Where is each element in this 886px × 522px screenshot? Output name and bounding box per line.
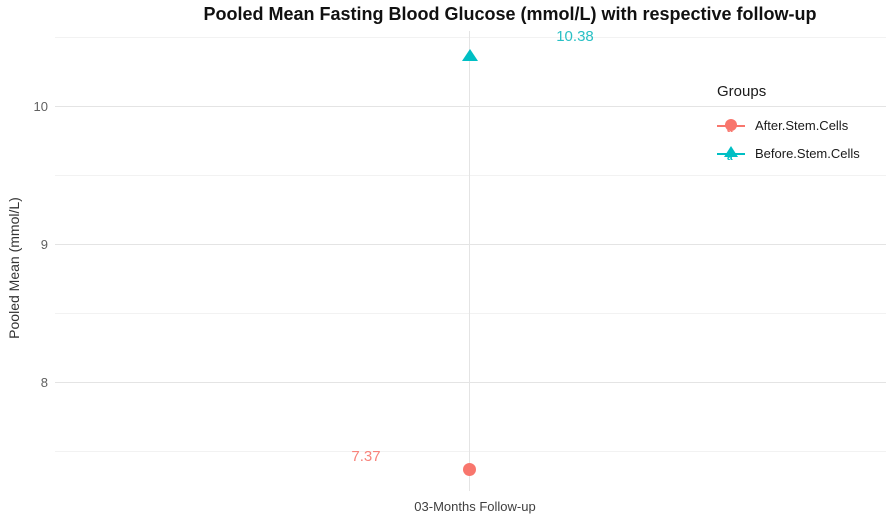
data-label-after-stem-cells: 7.37 <box>351 448 381 465</box>
gridline-major-h-10 <box>55 106 886 107</box>
data-point-before-stem-cells <box>462 49 478 61</box>
gridline-major-h-9 <box>55 244 886 245</box>
gridline-minor-h-9-5 <box>55 175 886 176</box>
gridline-major-v-category <box>469 31 470 491</box>
legend-item-label: Before.Stem.Cells <box>755 146 860 161</box>
legend-item-label: After.Stem.Cells <box>755 118 849 133</box>
gridline-major-h-8 <box>55 382 886 383</box>
gridline-minor-h-7-5 <box>55 451 886 452</box>
data-label-before-stem-cells: 10.38 <box>556 28 594 45</box>
legend-item-after-stem-cells: a After.Stem.Cells <box>716 113 886 139</box>
legend-key-circle-icon: a <box>716 113 746 139</box>
gridline-minor-h-10-5 <box>55 37 886 38</box>
y-tick-label-10: 10 <box>33 99 48 114</box>
data-point-after-stem-cells <box>463 463 476 476</box>
y-tick-label-8: 8 <box>40 375 48 390</box>
y-tick-label-9: 9 <box>40 237 48 252</box>
triangle-marker-icon <box>724 146 738 157</box>
legend-key-text-glyph: a <box>727 152 733 163</box>
legend-title: Groups <box>717 83 767 100</box>
x-tick-label-followup: 03-Months Follow-up <box>414 499 536 514</box>
legend-key-triangle-icon: a <box>716 141 746 167</box>
circle-marker-icon <box>725 119 737 131</box>
y-axis-title: Pooled Mean (mmol/L) <box>6 197 22 339</box>
gridline-minor-h-8-5 <box>55 313 886 314</box>
chart-title: Pooled Mean Fasting Blood Glucose (mmol/… <box>203 4 817 24</box>
legend-item-before-stem-cells: a Before.Stem.Cells <box>716 141 886 167</box>
